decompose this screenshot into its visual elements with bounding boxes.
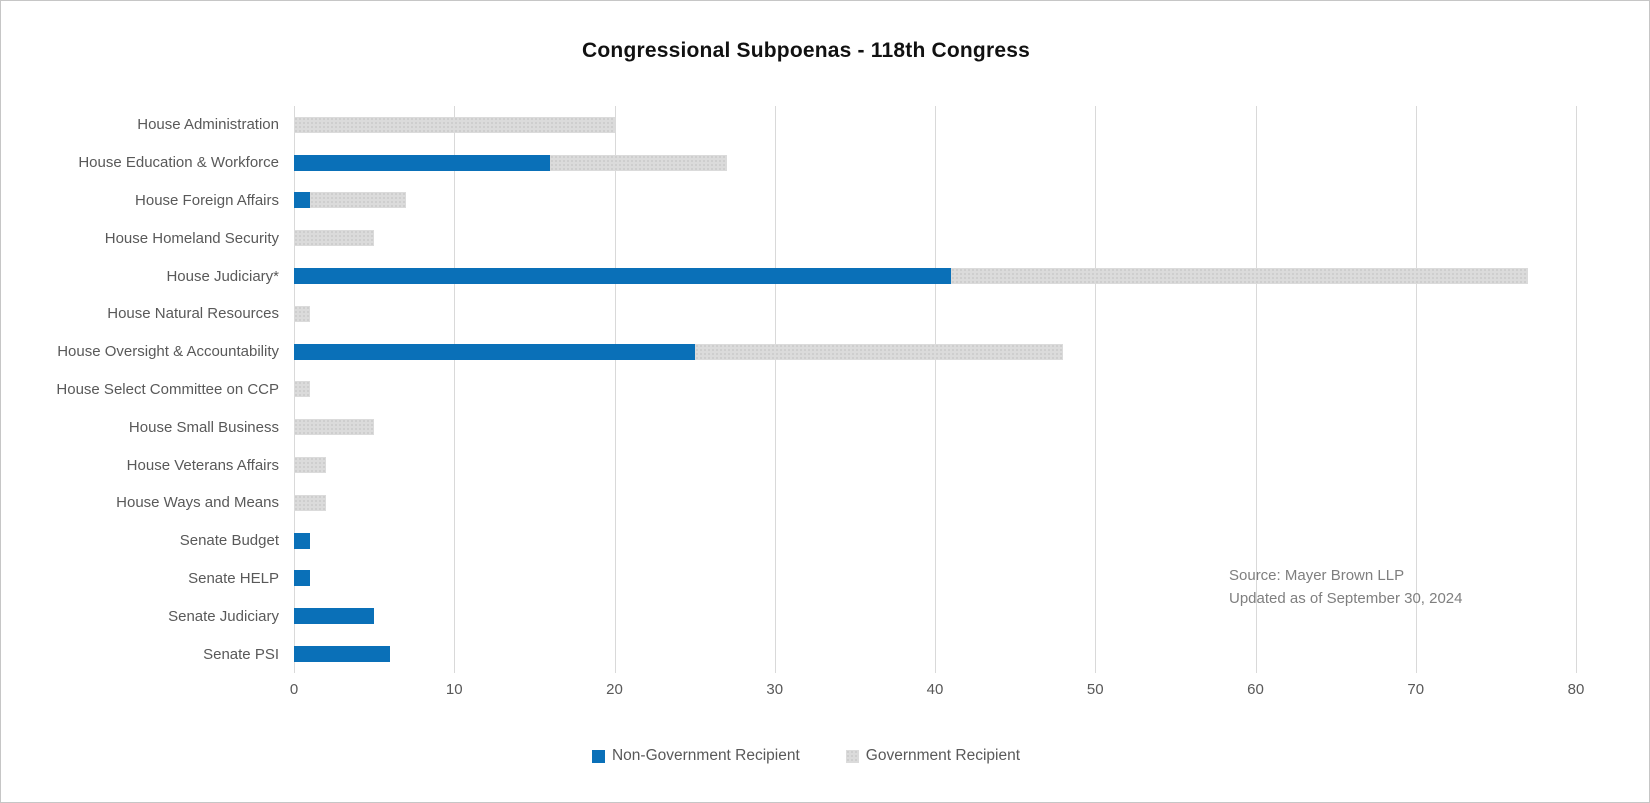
category-label: House Homeland Security bbox=[104, 229, 279, 247]
bar-segment-non-government bbox=[294, 154, 551, 171]
bar-segment-government bbox=[294, 230, 375, 247]
legend-label: Non-Government Recipient bbox=[611, 747, 800, 764]
bar-stack bbox=[294, 494, 1576, 511]
category-label: House Veterans Affairs bbox=[126, 456, 279, 474]
gridline bbox=[454, 106, 456, 673]
bar-segment-non-government bbox=[294, 570, 311, 587]
gridline bbox=[774, 106, 776, 673]
bar-row: House Foreign Affairs bbox=[135, 182, 1576, 220]
legend-swatch-nongov bbox=[591, 749, 605, 763]
x-tick-label: 70 bbox=[1407, 681, 1425, 698]
bar-stack bbox=[294, 268, 1576, 285]
bar-stack bbox=[294, 381, 1576, 398]
x-tick-label: 50 bbox=[1086, 681, 1104, 698]
category-label: House Small Business bbox=[128, 418, 279, 436]
source-note-line1: Source: Mayer Brown LLP bbox=[1229, 567, 1405, 584]
bar-segment-non-government bbox=[294, 608, 375, 625]
category-label: House Oversight & Accountability bbox=[57, 343, 279, 361]
source-note: Source: Mayer Brown LLP Updated as of Se… bbox=[1229, 564, 1463, 610]
bar-row: House Judiciary* bbox=[166, 257, 1576, 295]
bar-stack bbox=[294, 570, 1576, 587]
gridline bbox=[1095, 106, 1097, 673]
bar-segment-government bbox=[294, 419, 375, 436]
bar-segment-non-government bbox=[294, 192, 311, 209]
bar-row: House Ways and Means bbox=[116, 484, 1576, 522]
bar-stack bbox=[294, 532, 1576, 549]
gridline bbox=[935, 106, 936, 673]
x-tick-label: 20 bbox=[606, 681, 623, 698]
bar-row: Senate Budget bbox=[180, 522, 1576, 560]
bar-segment-government bbox=[951, 268, 1528, 285]
plot-area: House Administration House Education & Wo… bbox=[56, 106, 1577, 673]
legend-item-gov: Government Recipient bbox=[845, 747, 1021, 765]
bar-stack bbox=[294, 343, 1576, 360]
bar-segment-non-government bbox=[294, 532, 311, 549]
category-label: Senate HELP bbox=[188, 569, 279, 587]
category-label: House Natural Resources bbox=[107, 305, 279, 323]
x-tick-label: 30 bbox=[766, 681, 784, 698]
bar-rows-layer: House Administration House Education & Wo… bbox=[56, 106, 1576, 673]
x-tick-label: 80 bbox=[1567, 681, 1585, 698]
legend-label: Government Recipient bbox=[865, 747, 1021, 764]
category-label: House Foreign Affairs bbox=[135, 191, 279, 209]
bar-row: House Small Business bbox=[129, 408, 1576, 446]
bar-stack bbox=[294, 154, 1576, 171]
x-tick-label: 0 bbox=[289, 681, 299, 698]
legend-item-nongov: Non-Government Recipient bbox=[591, 747, 800, 765]
bar-row: House Natural Resources bbox=[107, 295, 1576, 333]
category-label: House Administration bbox=[137, 116, 279, 134]
bar-segment-government bbox=[694, 343, 1064, 360]
bar-row: House Veterans Affairs bbox=[127, 446, 1576, 484]
bar-stack bbox=[294, 116, 1576, 133]
gridline bbox=[1415, 106, 1417, 673]
bar-row: House Education & Workforce bbox=[78, 144, 1576, 182]
bar-stack bbox=[294, 230, 1576, 247]
category-label: Senate Judiciary bbox=[168, 607, 279, 625]
bar-stack bbox=[294, 608, 1576, 625]
bar-stack bbox=[294, 305, 1576, 322]
bar-segment-non-government bbox=[294, 646, 391, 663]
bar-segment-government bbox=[310, 192, 407, 209]
legend-swatch-gov bbox=[845, 749, 859, 763]
bar-row: House Select Committee on CCP bbox=[56, 371, 1576, 409]
x-tick-label: 40 bbox=[926, 681, 944, 698]
bar-stack bbox=[294, 646, 1576, 663]
x-axis: 0 10 20 30 40 50 60 70 80 bbox=[290, 673, 1585, 703]
x-tick-label: 10 bbox=[445, 681, 463, 698]
category-label: House Education & Workforce bbox=[78, 154, 279, 172]
legend: Non-Government Recipient Government Recip… bbox=[1, 747, 1611, 765]
source-note-line2: Updated as of September 30, 2024 bbox=[1229, 590, 1463, 607]
category-label: House Judiciary* bbox=[166, 267, 279, 285]
bar-segment-government bbox=[294, 494, 327, 511]
bar-segment-government bbox=[294, 116, 615, 133]
bar-stack bbox=[294, 419, 1576, 436]
category-label: House Select Committee on CCP bbox=[56, 380, 279, 398]
bar-row: Senate PSI bbox=[203, 635, 1576, 673]
bar-segment-non-government bbox=[294, 268, 952, 285]
category-label: Senate PSI bbox=[203, 645, 279, 663]
bar-segment-government bbox=[294, 457, 327, 474]
bar-segment-government bbox=[294, 305, 311, 322]
bar-segment-government bbox=[294, 381, 311, 398]
bar-stack bbox=[294, 457, 1576, 474]
bar-stack bbox=[294, 192, 1576, 209]
bar-segment-non-government bbox=[294, 343, 695, 360]
bar-segment-government bbox=[550, 154, 727, 171]
category-label: Senate Budget bbox=[179, 532, 279, 550]
x-tick-label: 60 bbox=[1247, 681, 1264, 698]
chart-title: Congressional Subpoenas - 118th Congress bbox=[582, 39, 1030, 62]
bar-row: House Homeland Security bbox=[105, 219, 1576, 257]
gridline bbox=[1576, 106, 1577, 673]
bar-row: House Oversight & Accountability bbox=[57, 333, 1576, 371]
bar-row: Senate Judiciary bbox=[168, 597, 1576, 635]
bar-row: House Administration bbox=[137, 106, 1576, 144]
category-label: House Ways and Means bbox=[116, 494, 279, 512]
bar-row: Senate HELP bbox=[188, 560, 1576, 598]
gridline bbox=[1255, 106, 1257, 673]
gridline bbox=[614, 106, 616, 673]
